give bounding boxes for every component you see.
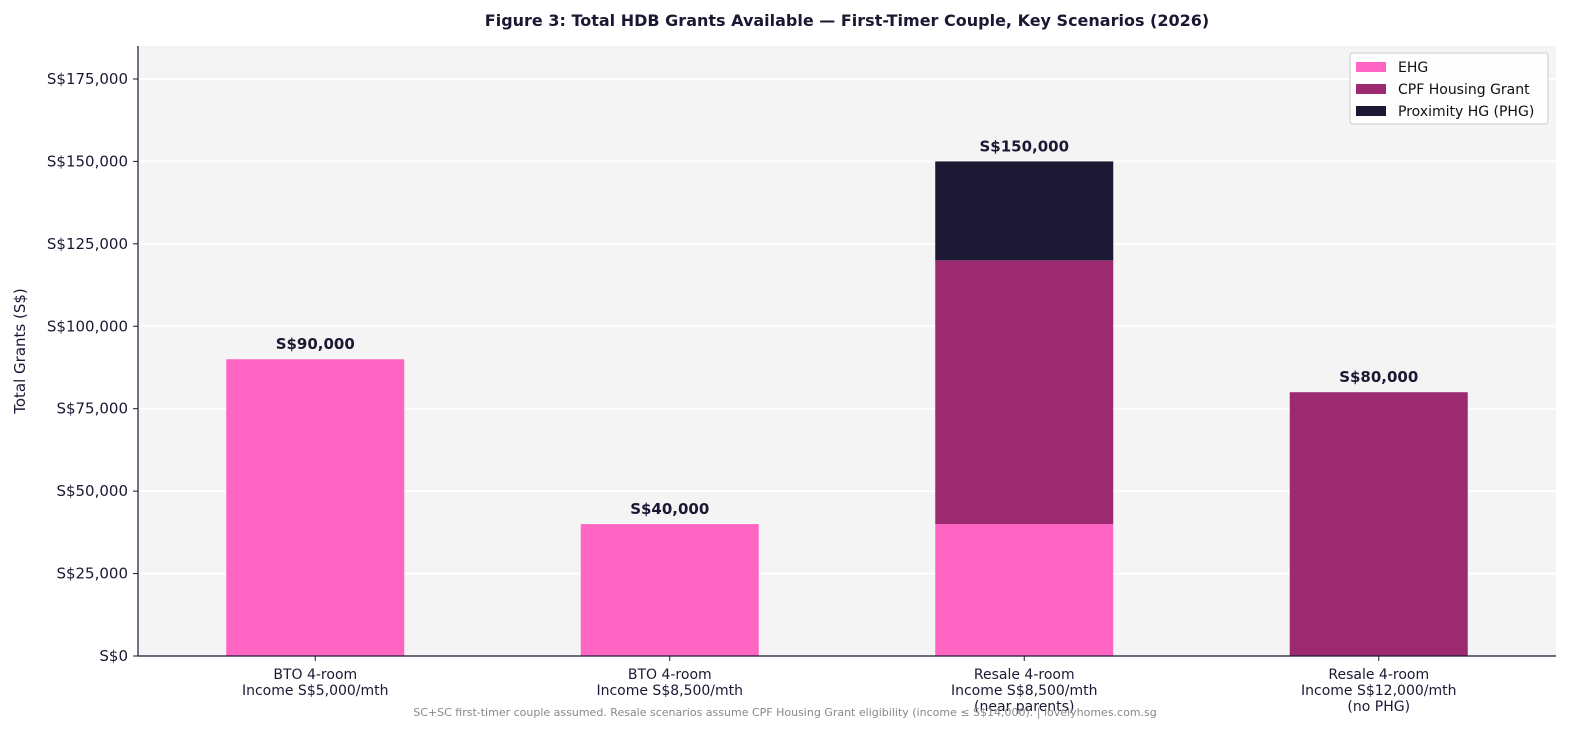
legend-box [1349, 52, 1549, 125]
bar-total-label: S$90,000 [276, 335, 355, 353]
bar-segment-ehg [935, 524, 1114, 656]
x-tick-label-line: (no PHG) [1347, 699, 1410, 715]
legend-swatch [1356, 84, 1386, 94]
y-tick-label: S$75,000 [56, 400, 128, 418]
y-tick-label: S$100,000 [47, 317, 128, 335]
bar-total-label: S$150,000 [979, 137, 1069, 155]
bar-total-label: S$80,000 [1339, 368, 1418, 386]
x-tick-label-line: Income S$12,000/mth [1301, 683, 1456, 699]
footnote: SC+SC first-timer couple assumed. Resale… [413, 706, 1157, 719]
x-tick-label-line: (near parents) [974, 699, 1074, 715]
legend-label: CPF Housing Grant [1398, 82, 1530, 98]
legend: EHG CPF Housing Grant Proximity HG (PHG) [1349, 52, 1549, 125]
legend-label: EHG [1398, 60, 1428, 76]
plot-area: S$0 S$25,000 S$50,000 S$75,000 S$100,000 S$12… [47, 46, 1556, 715]
y-tick-label: S$150,000 [47, 152, 128, 170]
bar-total-label: S$40,000 [630, 500, 709, 518]
x-tick-label: Resale 4-room Income S$8,500/mth (near par… [951, 667, 1098, 715]
y-tick-label: S$25,000 [56, 565, 128, 583]
x-tick-label-line: Resale 4-room [1328, 667, 1429, 683]
bar-segment-cpf-housing-grant [935, 260, 1114, 525]
bar-segment-proximity-hg-phg [935, 161, 1114, 261]
legend-label: Proximity HG (PHG) [1398, 104, 1534, 120]
y-tick-label: S$175,000 [47, 70, 128, 88]
x-tick-label-line: Resale 4-room [974, 667, 1075, 683]
y-tick-label: S$50,000 [56, 482, 128, 500]
y-tick-label: S$125,000 [47, 235, 128, 253]
bar-segment-ehg [580, 524, 759, 656]
x-tick-label-line: Income S$8,500/mth [951, 683, 1098, 699]
bar-segment-cpf-housing-grant [1289, 392, 1468, 656]
bar-segment-ehg [226, 359, 405, 656]
legend-swatch [1356, 106, 1386, 116]
x-tick-label: BTO 4-room Income S$8,500/mth [596, 667, 743, 699]
y-tick-label: S$0 [99, 647, 128, 665]
y-axis-label: Total Grants (S$) [11, 288, 29, 415]
chart-title: Figure 3: Total HDB Grants Available — F… [485, 11, 1209, 30]
x-tick-label-line: BTO 4-room [273, 667, 357, 683]
x-tick-label-line: Income S$5,000/mth [242, 683, 389, 699]
x-tick-label-line: BTO 4-room [628, 667, 712, 683]
x-tick-label-line: Income S$8,500/mth [596, 683, 743, 699]
legend-swatch [1356, 62, 1386, 72]
x-tick-label: BTO 4-room Income S$5,000/mth [242, 667, 389, 699]
x-tick-label: Resale 4-room Income S$12,000/mth (no PHG) [1301, 667, 1456, 715]
